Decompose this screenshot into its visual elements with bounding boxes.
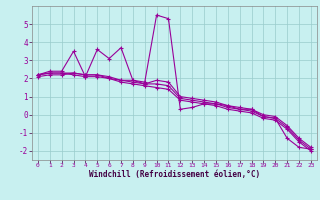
X-axis label: Windchill (Refroidissement éolien,°C): Windchill (Refroidissement éolien,°C) <box>89 170 260 179</box>
